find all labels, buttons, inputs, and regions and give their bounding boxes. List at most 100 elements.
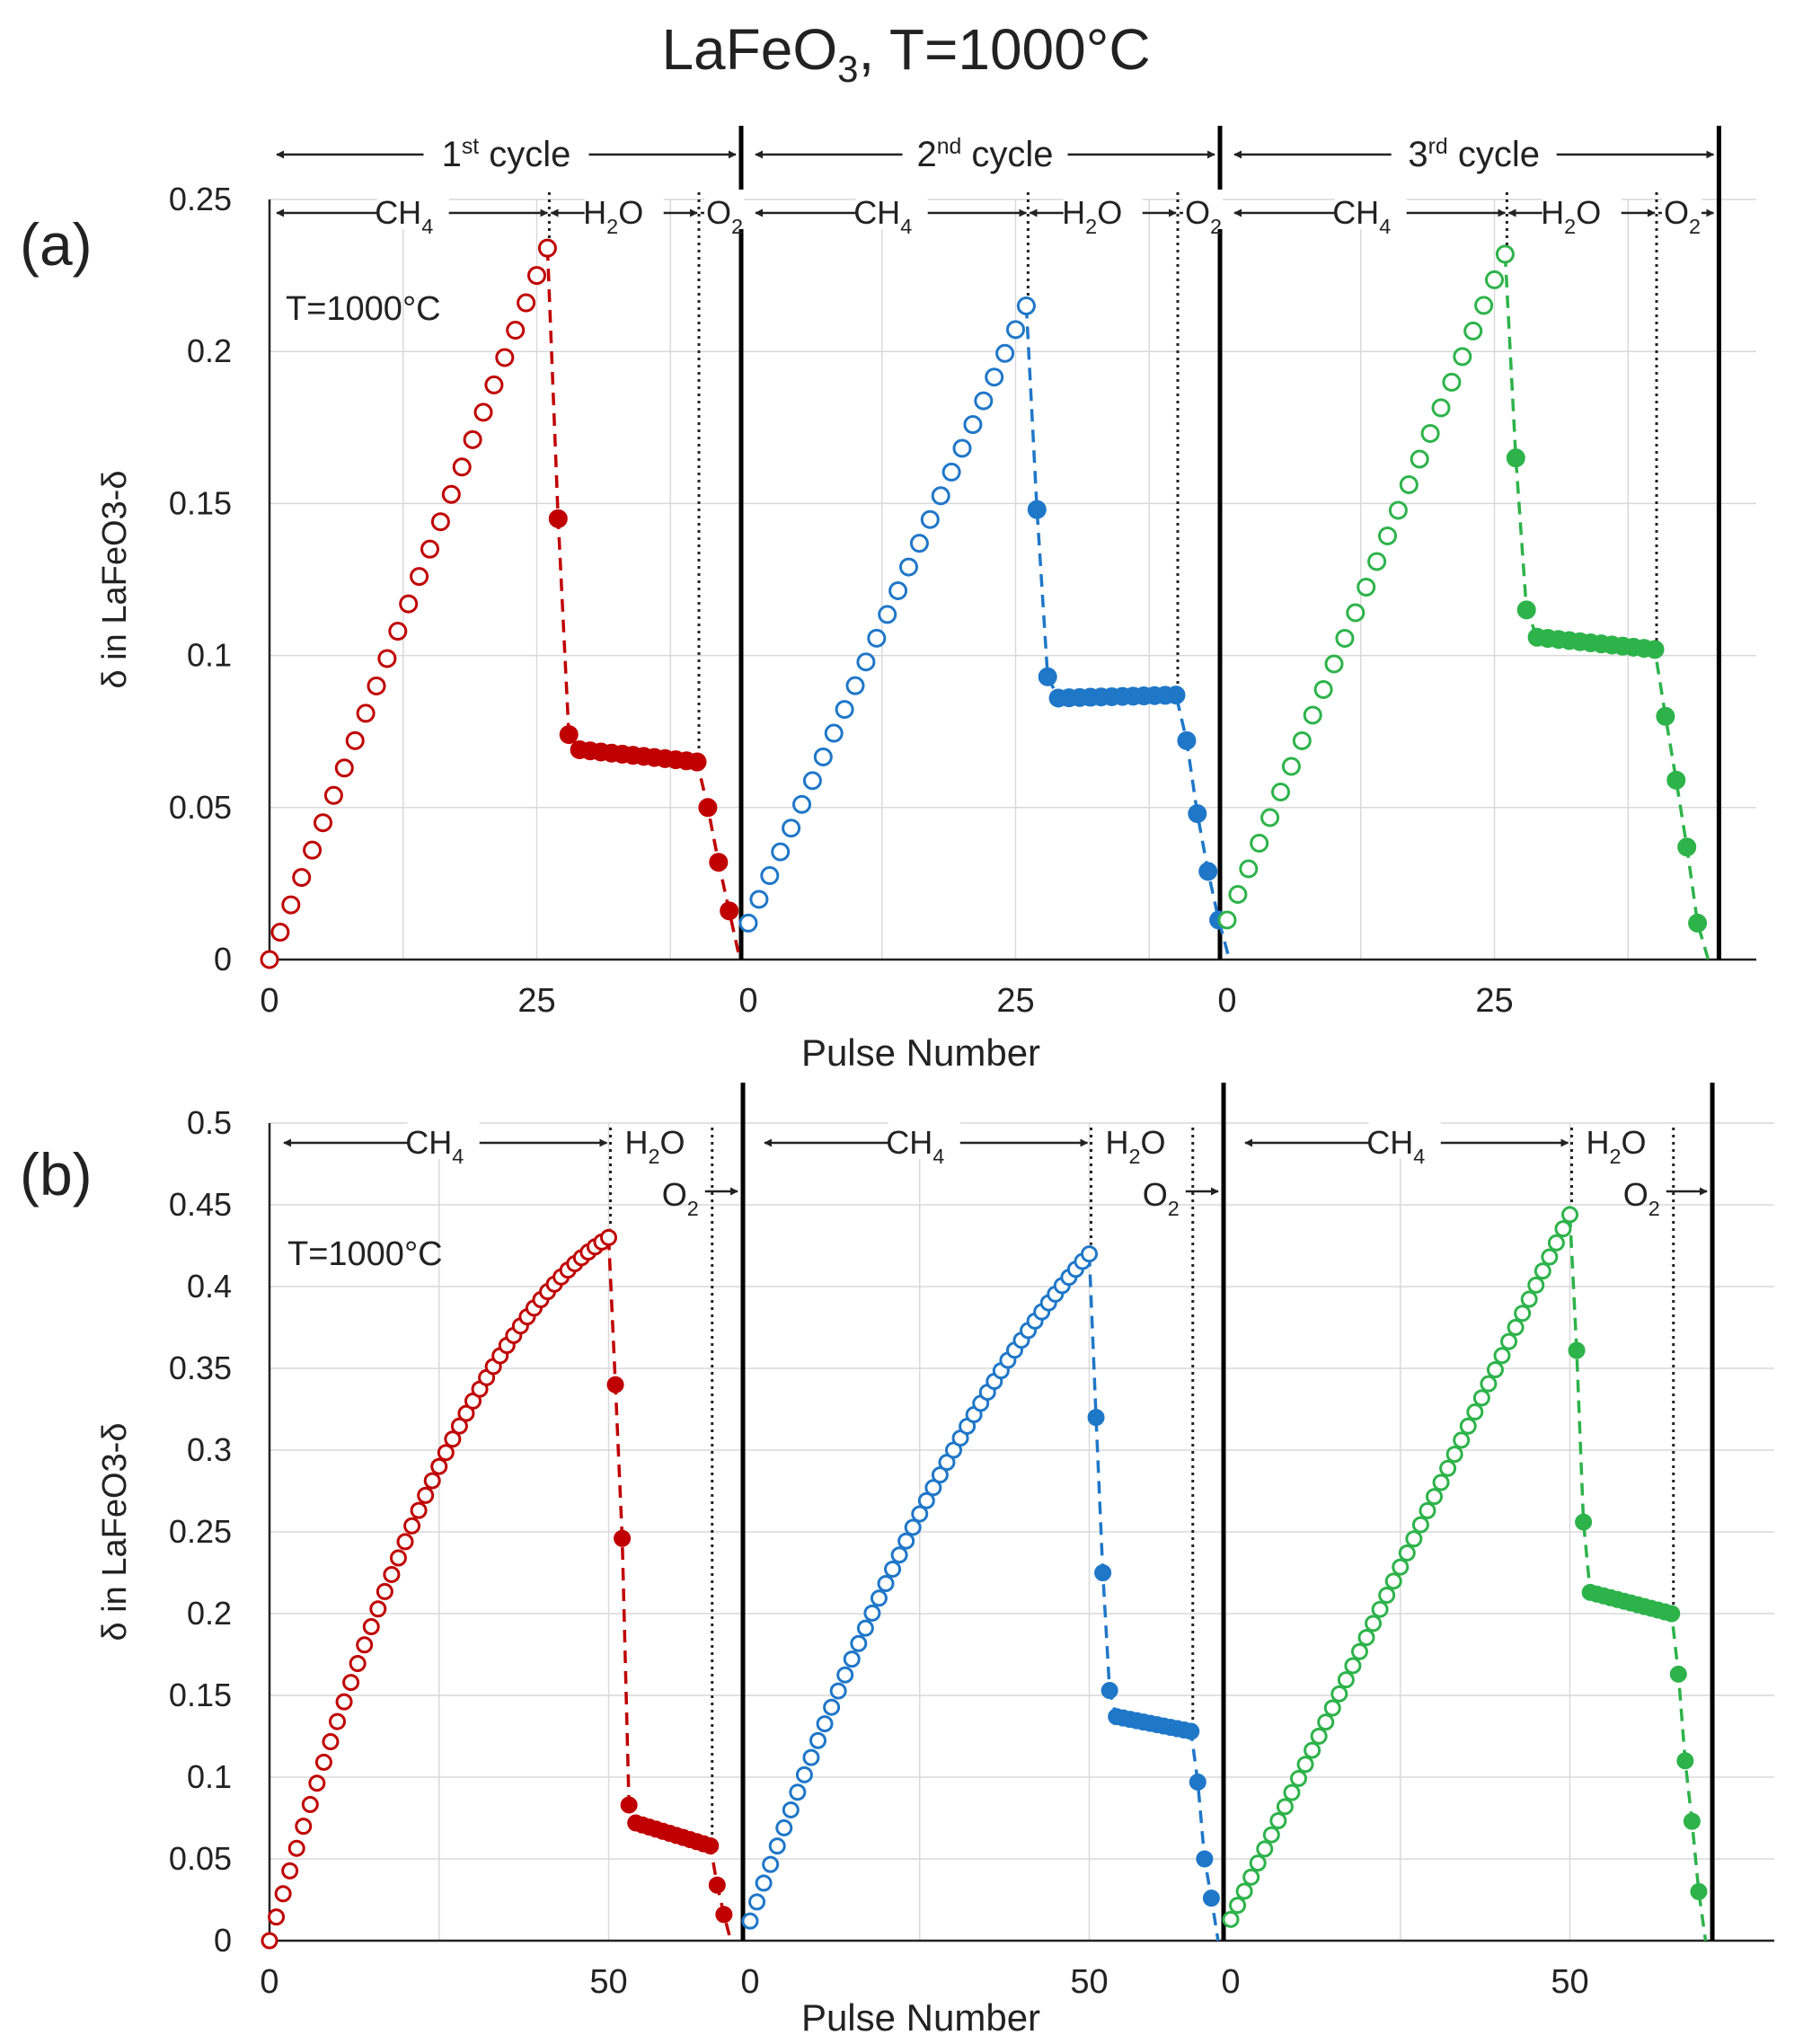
o2-phase-label-sub: 2 [1689, 215, 1701, 238]
title-subscript: 3 [837, 47, 859, 90]
series-dashed-line [1503, 253, 1710, 960]
data-point [1459, 1417, 1477, 1435]
data-point [1371, 1600, 1389, 1618]
data-point [884, 1560, 902, 1578]
data-point [878, 605, 897, 624]
data-point [782, 1801, 800, 1818]
gridlines [270, 199, 1756, 960]
data-point [1541, 1248, 1559, 1266]
data-point [1016, 296, 1036, 315]
data-point [1514, 1305, 1532, 1323]
cycle-label-base: 1 [442, 135, 462, 174]
data-point [1202, 1889, 1220, 1907]
cycle-label: 1st cycle [442, 135, 571, 174]
h2o-phase-label-sub: 2 [1610, 1145, 1622, 1168]
ch4-phase-label-base: CH [853, 194, 900, 231]
h2o-phase-label-sub: 2 [1085, 215, 1097, 238]
data-point [1485, 270, 1504, 289]
data-point [1527, 1276, 1545, 1294]
x-tick-label: 0 [1221, 1963, 1240, 2001]
data-point [1304, 1741, 1321, 1759]
data-point [1365, 1615, 1383, 1633]
h2o-phase-label-sub: 2 [606, 215, 618, 238]
label-bg [704, 190, 744, 229]
data-point [1378, 526, 1397, 545]
data-point [1466, 1403, 1484, 1421]
data-point [1439, 1459, 1457, 1477]
data-point [1196, 1850, 1214, 1868]
ch4-phase-label: CH4 [1332, 194, 1391, 238]
data-point [403, 1517, 421, 1535]
data-point [1357, 577, 1376, 597]
series-dashed-line [1087, 1253, 1220, 1942]
data-point [816, 1715, 834, 1733]
data-point [417, 1486, 435, 1504]
data-point [1384, 1572, 1402, 1590]
data-point [1420, 423, 1440, 443]
h2o-phase-label-tail: O [660, 1124, 685, 1161]
data-point [863, 1604, 881, 1622]
data-point [537, 238, 557, 258]
data-point [985, 367, 1004, 387]
data-point [322, 1733, 340, 1751]
data-point [1281, 757, 1301, 776]
cycle-label-sup: rd [1428, 135, 1448, 159]
data-point [430, 1457, 448, 1475]
temperature-annotation: T=1000°C [286, 290, 441, 328]
data-point [904, 1518, 922, 1536]
ch4-phase-label-sub: 4 [452, 1145, 464, 1168]
data-point [1568, 1341, 1586, 1359]
y-tick-label: 0.4 [187, 1268, 232, 1305]
data-point [323, 785, 343, 805]
cycle-label-base: 2 [916, 135, 936, 174]
data-point [1547, 1234, 1565, 1252]
y-tick-label: 0.5 [187, 1104, 232, 1141]
data-point [367, 676, 386, 695]
data-point [287, 1839, 305, 1857]
data-point [856, 1619, 874, 1637]
figure-title: LaFeO3, T=1000°C [0, 16, 1812, 91]
x-axis-label: Pulse Number [801, 1031, 1040, 1074]
data-point [845, 676, 865, 695]
data-point [377, 649, 397, 668]
h2o-phase-label-tail: O [1097, 194, 1122, 231]
ch4-phase-label-sub: 4 [421, 215, 433, 238]
y-tick-label: 0.05 [169, 1840, 232, 1877]
data-point [1239, 859, 1259, 879]
data-point [1561, 1206, 1578, 1224]
data-point [1392, 1558, 1410, 1576]
data-point [335, 1693, 353, 1711]
label-bg [1063, 190, 1143, 229]
data-point [1262, 1826, 1280, 1844]
data-point [1323, 1699, 1341, 1717]
ch4-phase-label-base: CH [886, 1124, 933, 1161]
data-point [495, 348, 515, 367]
series-dashed-line [1568, 1214, 1708, 1942]
data-point [867, 628, 887, 648]
data-point [473, 403, 493, 422]
data-point [1405, 1530, 1423, 1548]
data-point [835, 700, 854, 720]
data-point [614, 1529, 632, 1547]
data-point [870, 1589, 888, 1607]
h2o-phase-label: H2O [583, 194, 643, 238]
h2o-phase-label-sub: 2 [1564, 215, 1576, 238]
data-point [1507, 1318, 1525, 1336]
data-point [720, 901, 739, 921]
data-point [314, 813, 332, 833]
data-point [517, 293, 536, 313]
data-point [974, 391, 994, 411]
x-tick-label: 25 [517, 982, 555, 1020]
data-point [600, 1228, 617, 1246]
h2o-phase-label: H2O [625, 1124, 685, 1168]
title-main: LaFeO [661, 17, 838, 82]
data-point [911, 1505, 929, 1523]
data-point [709, 853, 729, 872]
gridlines [270, 1122, 1774, 1941]
data-point [1337, 1671, 1355, 1689]
data-point [389, 1549, 407, 1567]
y-tick-label: 0.2 [187, 332, 232, 369]
